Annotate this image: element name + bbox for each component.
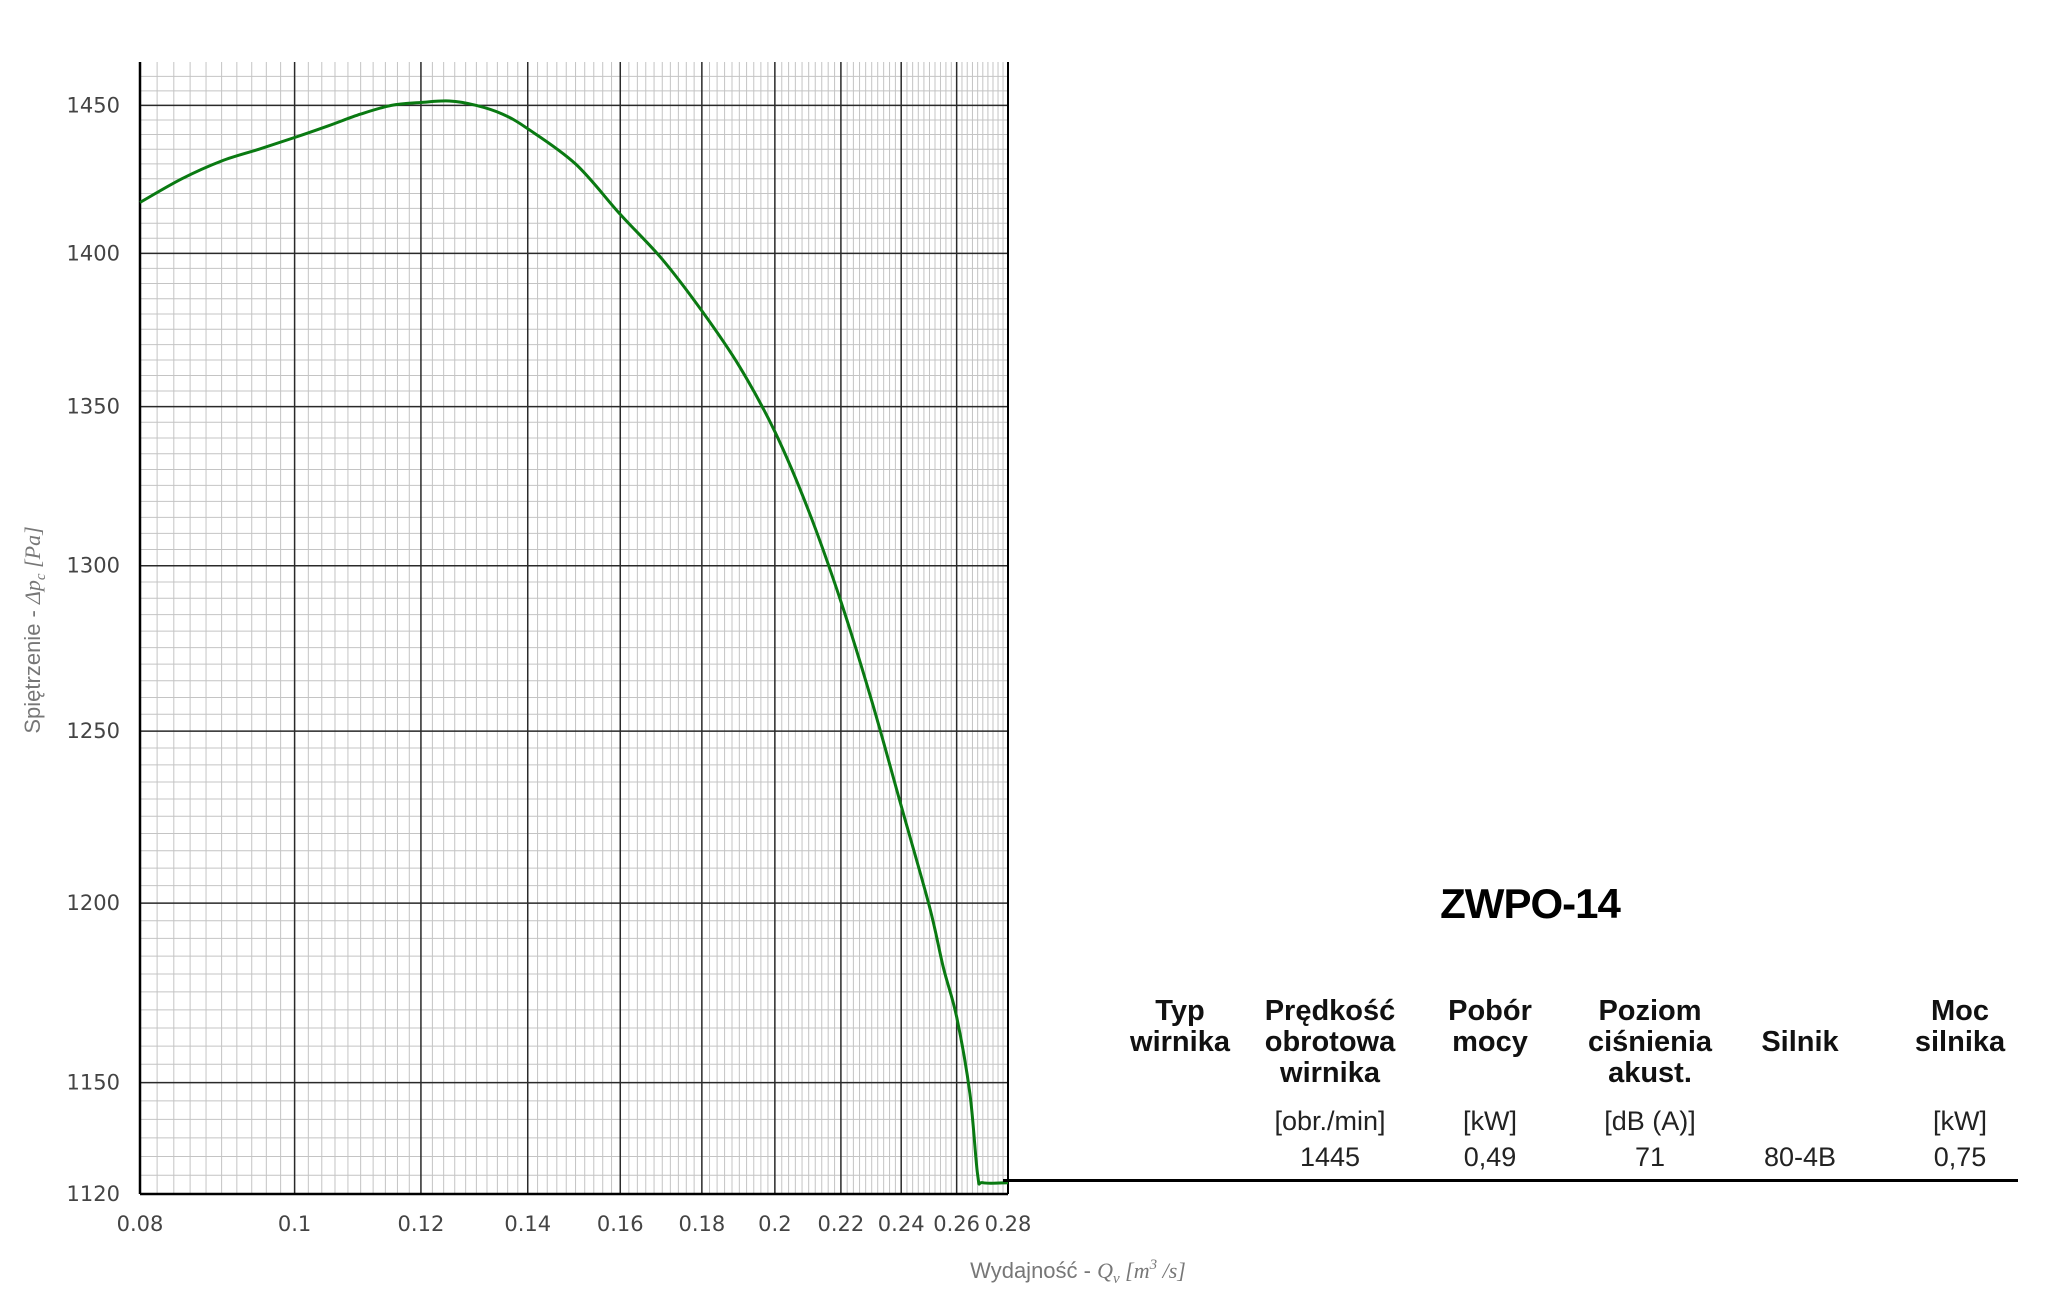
performance-curve-line [139,99,1009,1186]
x-tick-label: 0.28 [985,1212,1032,1236]
y-tick-label: 1400 [67,241,120,265]
x-tick-label: 0.18 [678,1212,725,1236]
x-tick-labels: 0.08 0.1 0.12 0.14 0.16 0.18 0.2 0.22 0.24 0.26 0.… [117,1212,1032,1236]
value-silnik: 80-4B [1763,1142,1837,1172]
x-axis-title: Wydajność - Qv [m3 /s] [970,1257,1186,1287]
value-predkosc: 1445 [1299,1142,1361,1172]
y-tick-label: 1300 [67,554,120,578]
y-tick-label: 1250 [67,719,120,743]
y-tick-label: 1200 [67,891,120,915]
x-tick-label: 0.12 [398,1212,445,1236]
header-predkosc-obrotowa: Prędkość obrotowa wirnika [1264,995,1396,1089]
table-baseline-rule [1003,1179,2018,1182]
header-poziom-cisnienia: Poziom ciśnienia akust. [1587,995,1713,1089]
value-pobor-mocy: 0,49 [1463,1142,1517,1172]
x-tick-label: 0.16 [597,1212,644,1236]
x-tick-label: 0.1 [278,1212,311,1236]
y-tick-label: 1150 [67,1071,120,1095]
unit-obr-min: [obr./min] [1274,1106,1386,1136]
header-typ-wirnika: Typ wirnika [1130,995,1230,1058]
y-tick-label: 1450 [67,93,120,117]
model-title: ZWPO-14 [1440,880,1621,927]
minor-grid [140,62,1008,1194]
y-tick-labels: 1120 1150 1200 1250 1300 1350 1400 1450 [67,93,120,1206]
y-tick-label: 1350 [67,395,120,419]
y-axis-title: Spiętrzenie - Δpc [Pa] [20,526,49,733]
x-tick-label: 0.22 [818,1212,865,1236]
value-moc-silnika: 0,75 [1933,1142,1987,1172]
header-pobor-mocy: Pobór mocy [1448,995,1532,1058]
axes [138,62,1009,1196]
x-tick-label: 0.2 [758,1212,791,1236]
unit-db-a: [dB (A)] [1604,1106,1696,1136]
x-tick-label: 0.14 [504,1212,551,1236]
unit-moc-kw: [kW] [1933,1106,1987,1136]
unit-pobor-kw: [kW] [1463,1106,1517,1136]
header-moc-silnika: Moc silnika [1914,995,2006,1058]
x-tick-label: 0.26 [933,1212,980,1236]
y-tick-label: 1120 [67,1182,120,1206]
major-grid [140,62,1008,1194]
x-tick-label: 0.08 [117,1212,164,1236]
header-silnik: Silnik [1761,1026,1839,1058]
x-tick-label: 0.24 [878,1212,925,1236]
value-poziom-cisnienia: 71 [1634,1142,1666,1172]
series-layer [139,99,1009,1186]
